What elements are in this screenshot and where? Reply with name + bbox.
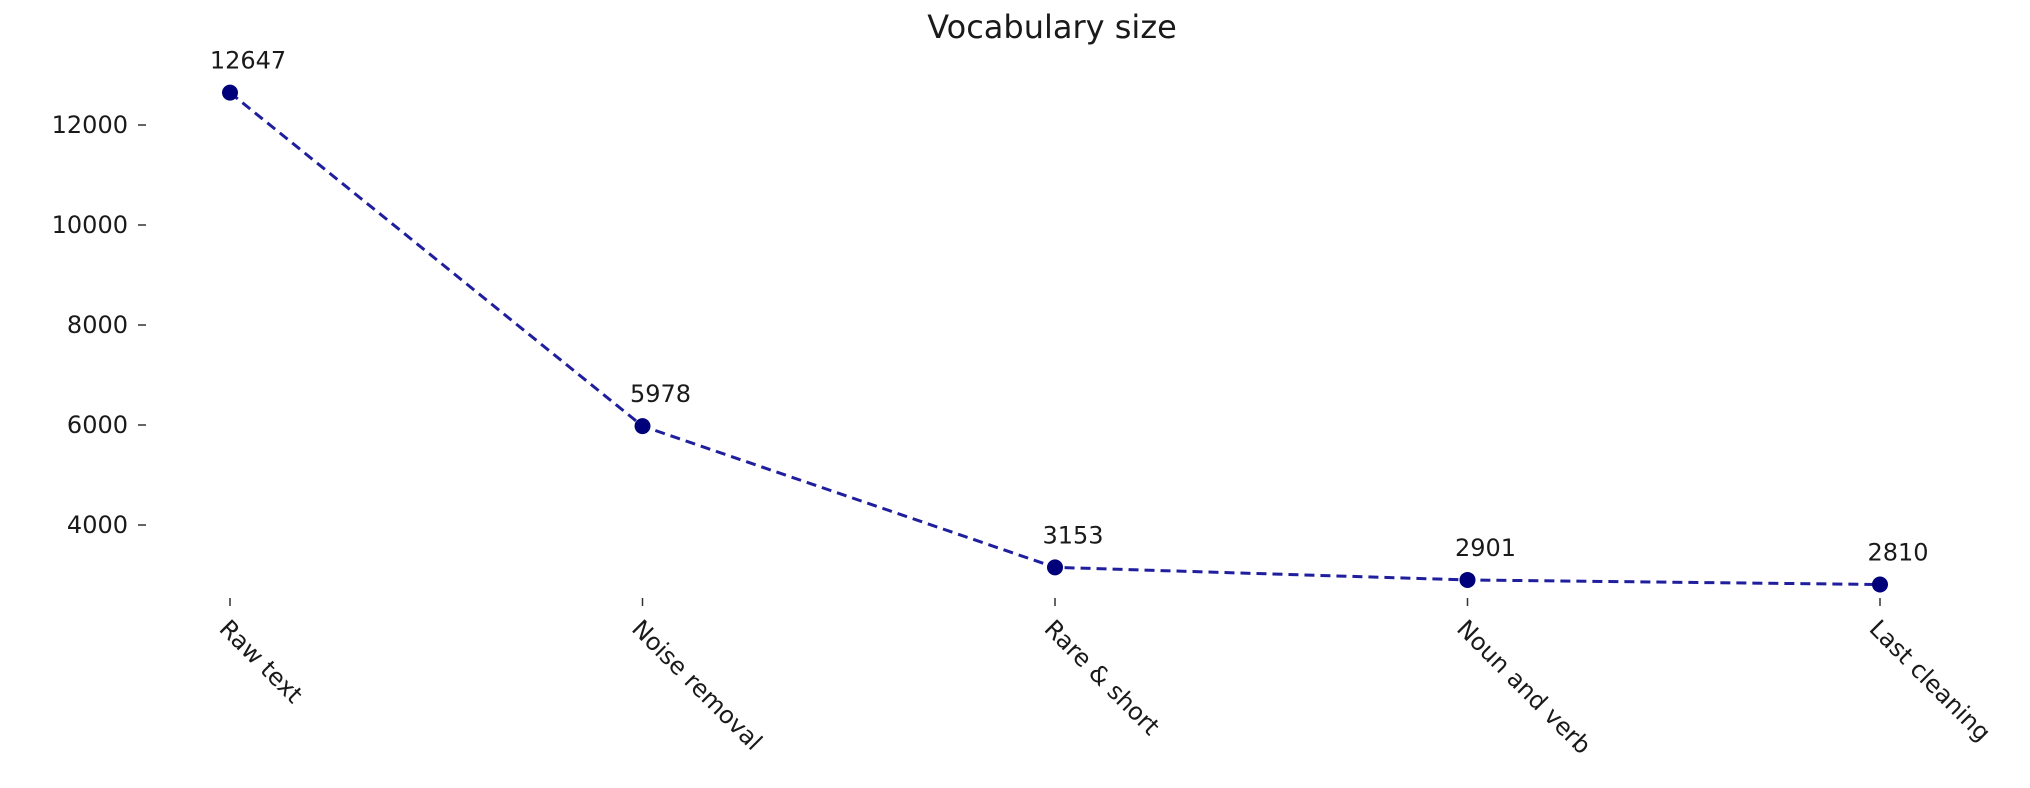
chart-title: Vocabulary size — [927, 8, 1177, 46]
data-label: 2901 — [1455, 534, 1516, 562]
y-tick-label: 8000 — [67, 311, 128, 339]
data-label: 3153 — [1042, 521, 1103, 549]
data-label: 5978 — [630, 380, 691, 408]
data-point — [1047, 559, 1063, 576]
data-point — [634, 418, 651, 435]
y-tick-label: 12000 — [52, 111, 128, 139]
x-axis: Raw text Noise removal Rare & short Noun an… — [214, 598, 1996, 760]
y-tick-label: 6000 — [67, 411, 128, 439]
x-tick-label: Rare & short — [1039, 614, 1165, 740]
x-tick-label: Noun and verb — [1451, 614, 1596, 759]
data-label: 2810 — [1867, 539, 1928, 567]
series-layer — [222, 84, 1888, 593]
x-tick-label: Last cleaning — [1864, 614, 1996, 746]
series-line — [229, 91, 1881, 586]
data-point — [1872, 576, 1888, 593]
y-axis: 4000 6000 8000 10000 12000 — [52, 111, 146, 539]
x-tick-label: Noise removal — [626, 614, 767, 755]
data-label: 12647 — [210, 47, 286, 75]
y-tick-label: 10000 — [52, 211, 128, 239]
data-point — [1459, 571, 1476, 588]
data-labels-layer: 12647 5978 3153 2901 2810 — [210, 47, 1929, 567]
data-point — [222, 84, 238, 101]
x-tick-label: Raw text — [214, 614, 308, 708]
y-tick-label: 4000 — [67, 511, 128, 539]
